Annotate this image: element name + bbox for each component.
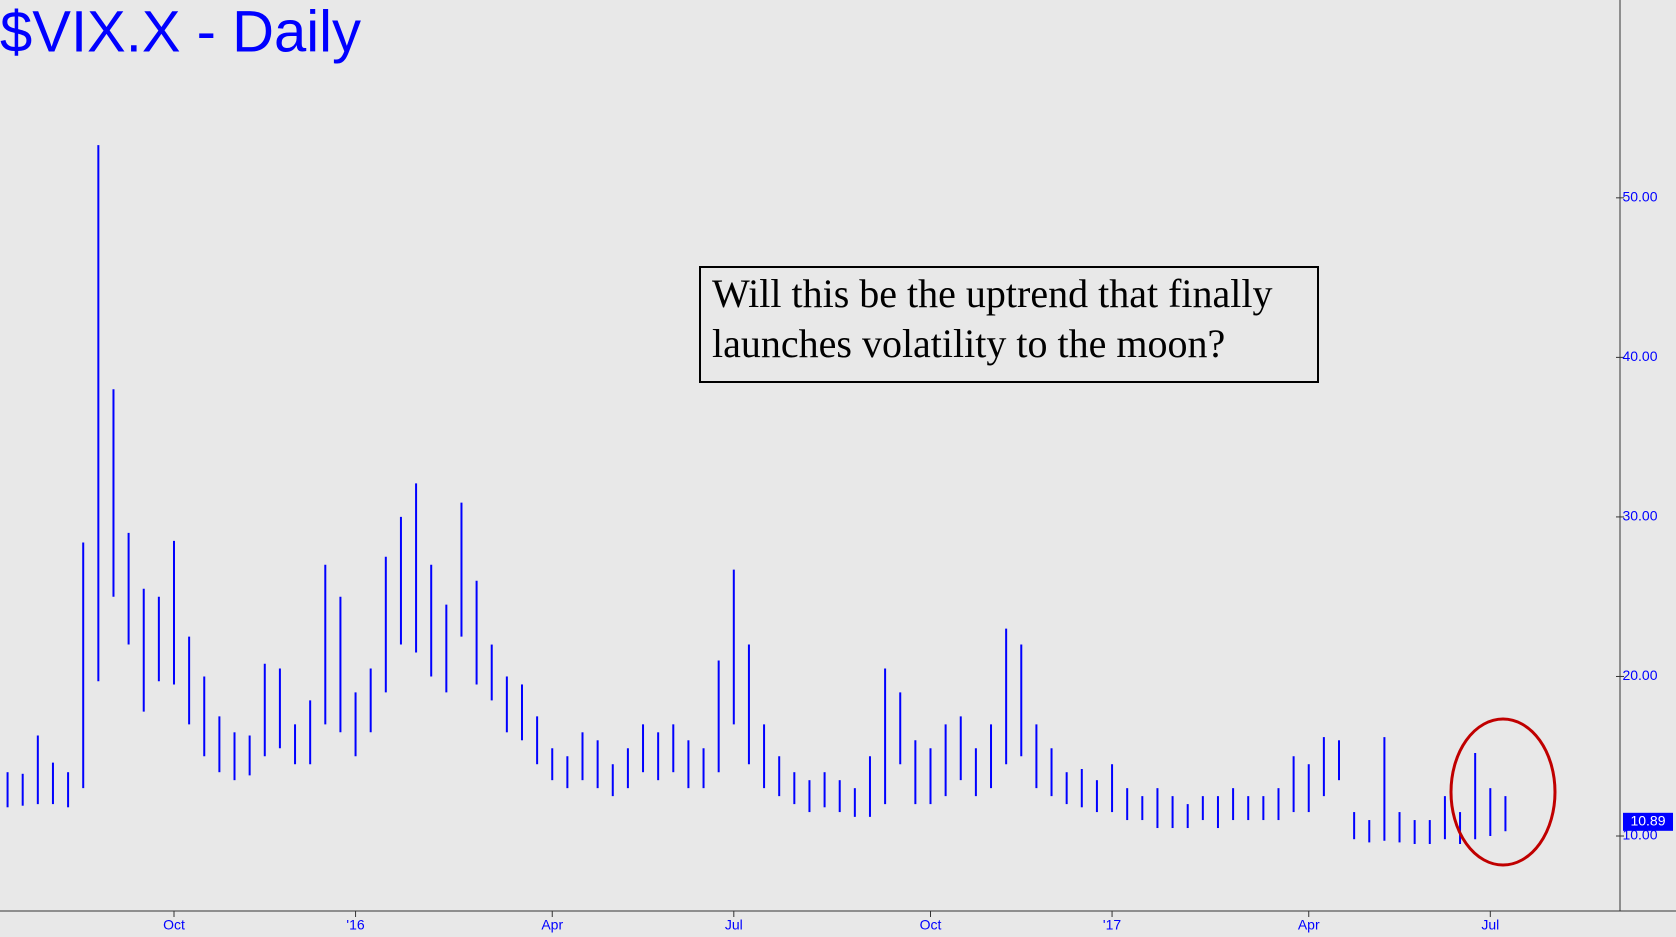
annotation-line: Will this be the uptrend that finally (712, 271, 1273, 316)
x-tick-label: Jul (1481, 917, 1499, 933)
last-value-label: 10.89 (1630, 813, 1665, 829)
highlight-circle (1449, 717, 1557, 867)
annotation-line: launches volatility to the moon? (712, 321, 1225, 366)
y-tick-label: 50.00 (1622, 189, 1657, 205)
y-tick-label: 40.00 (1622, 348, 1657, 364)
last-value-box (1623, 812, 1673, 831)
chart-title: $VIX.X - Daily (0, 0, 361, 64)
x-tick-label: Oct (920, 917, 942, 933)
x-tick-label: Apr (541, 917, 563, 933)
y-tick-label: 20.00 (1622, 667, 1657, 683)
y-tick-label: 30.00 (1622, 508, 1657, 524)
annotation-box (699, 266, 1319, 383)
x-tick-label: Apr (1298, 917, 1320, 933)
bars (6, 145, 1507, 844)
x-tick-label: Oct (163, 917, 185, 933)
x-tick-label: Jul (725, 917, 743, 933)
x-tick-label: '16 (346, 917, 364, 933)
x-tick-label: '17 (1103, 917, 1121, 933)
